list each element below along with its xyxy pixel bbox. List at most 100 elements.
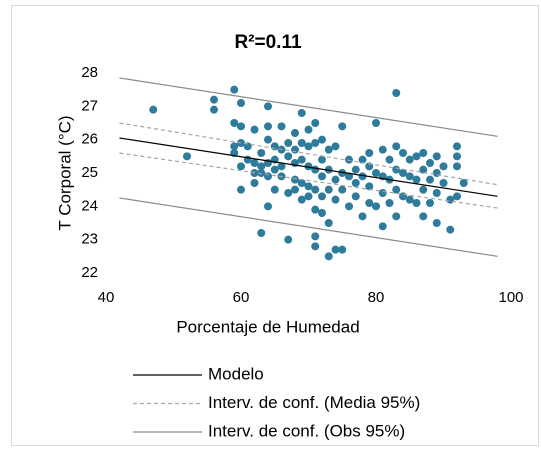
x-axis-title: Porcentaje de Humedad	[176, 317, 359, 336]
point	[318, 155, 326, 164]
point	[419, 212, 428, 221]
point	[331, 195, 340, 204]
point	[230, 119, 239, 127]
fit-line	[119, 77, 498, 137]
point	[250, 125, 259, 134]
point	[412, 152, 421, 161]
y-tick-label: 28	[81, 64, 98, 81]
point	[230, 142, 239, 151]
point	[426, 199, 434, 207]
point	[324, 185, 333, 194]
point	[324, 252, 333, 261]
fit-line	[119, 197, 498, 257]
point	[270, 165, 279, 174]
point	[432, 189, 441, 197]
fit-line	[119, 152, 498, 209]
legend-label: Interv. de conf. (Media 95%)	[208, 393, 420, 412]
point	[453, 162, 461, 171]
point	[446, 225, 455, 234]
point	[297, 139, 306, 147]
point	[432, 152, 441, 161]
point	[345, 155, 353, 164]
point	[378, 189, 387, 197]
point	[237, 99, 245, 107]
point	[453, 192, 461, 201]
point	[311, 205, 320, 214]
point	[311, 119, 320, 127]
point	[297, 109, 306, 117]
point	[412, 199, 421, 207]
point	[311, 165, 320, 174]
point	[338, 185, 347, 194]
point	[453, 142, 461, 151]
point	[284, 235, 293, 244]
point	[372, 169, 380, 177]
y-tick-label: 24	[81, 197, 98, 214]
point	[331, 175, 340, 184]
point	[264, 122, 272, 131]
point	[405, 155, 414, 164]
point	[250, 159, 259, 167]
point	[453, 152, 461, 161]
point	[372, 119, 380, 127]
point	[297, 155, 306, 164]
point	[439, 162, 448, 171]
point	[318, 135, 326, 144]
point	[365, 199, 374, 207]
y-tick-label: 22	[81, 264, 98, 281]
fit-line	[119, 122, 498, 186]
point	[324, 145, 333, 154]
point	[210, 95, 218, 104]
point	[372, 202, 380, 211]
x-tick-label: 80	[368, 289, 385, 306]
point	[257, 149, 266, 157]
point	[264, 135, 272, 144]
point	[318, 209, 326, 217]
point	[277, 162, 286, 171]
point	[264, 102, 272, 111]
point	[351, 192, 360, 201]
point	[311, 139, 320, 147]
point	[237, 139, 245, 147]
point	[358, 212, 367, 221]
point	[270, 185, 279, 194]
point	[405, 172, 414, 181]
point	[338, 169, 347, 177]
point	[378, 145, 387, 154]
point	[392, 212, 401, 221]
x-tick-label: 60	[233, 289, 250, 306]
point	[297, 195, 306, 204]
point	[358, 172, 367, 181]
legend-label: Interv. de conf. (Obs 95%)	[208, 421, 405, 440]
point	[426, 175, 434, 184]
point	[358, 155, 367, 164]
point	[378, 222, 387, 231]
x-tick-label: 100	[498, 289, 523, 306]
point	[318, 172, 326, 181]
point	[392, 185, 401, 194]
point	[304, 125, 313, 134]
point	[399, 169, 407, 177]
point	[277, 122, 286, 131]
point	[392, 165, 401, 174]
point	[183, 152, 191, 161]
point	[311, 185, 320, 194]
point	[385, 155, 394, 164]
point	[237, 122, 245, 131]
point	[419, 185, 428, 194]
point	[331, 142, 340, 151]
point	[250, 179, 259, 187]
y-axis-title: T Corporal (°C)	[55, 115, 74, 230]
point	[432, 219, 441, 227]
point	[385, 199, 394, 207]
point	[237, 162, 245, 171]
point	[149, 105, 158, 114]
point	[237, 185, 245, 194]
point	[392, 89, 401, 97]
point	[264, 172, 272, 181]
point	[297, 179, 306, 187]
point	[345, 172, 353, 181]
point	[426, 159, 434, 167]
point	[243, 142, 252, 151]
